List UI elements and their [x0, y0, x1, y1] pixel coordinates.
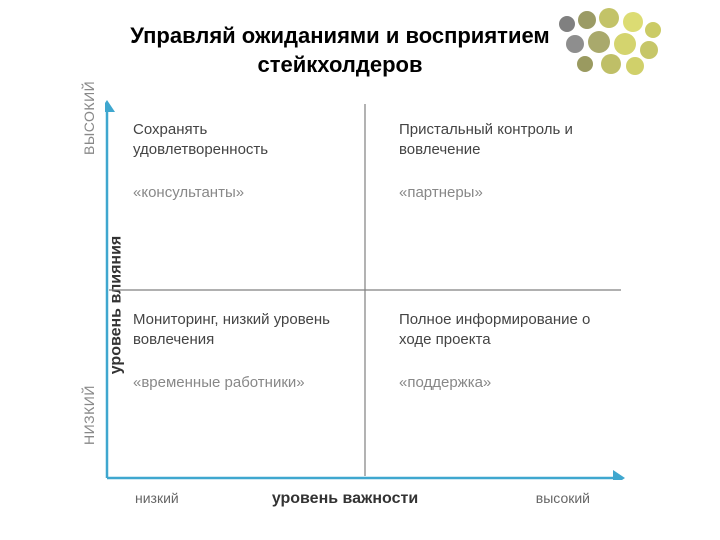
quadrant-role: «партнеры»	[399, 183, 601, 203]
x-axis-high-label: высокий	[536, 490, 590, 506]
quadrant-bottom-right: Полное информирование о ходе проекта «по…	[385, 300, 615, 470]
decoration-dots	[555, 6, 665, 76]
x-axis-title: уровень важности	[272, 490, 418, 508]
y-axis-low-label: НИЗКИЙ	[81, 385, 97, 445]
quadrant-desc: Полное информирование о ходе проекта	[399, 310, 601, 351]
quadrant-top-left: Сохранять удовлетворенность «консультант…	[119, 110, 359, 290]
y-axis-high-label: ВЫСОКИЙ	[81, 81, 97, 155]
quadrant-role: «временные работники»	[133, 373, 345, 393]
quadrant-desc: Пристальный контроль и вовлечение	[399, 120, 601, 161]
quadrant-role: «консультанты»	[133, 183, 345, 203]
quadrant-bottom-left: Мониторинг, низкий уровень вовлечения «в…	[119, 300, 359, 470]
x-axis-low-label: низкий	[135, 490, 179, 506]
quadrant-role: «поддержка»	[399, 373, 601, 393]
quadrant-desc: Сохранять удовлетворенность	[133, 120, 345, 161]
stakeholder-matrix: уровень влияния ВЫСОКИЙ НИЗКИЙ уровень в…	[45, 100, 645, 510]
quadrant-top-right: Пристальный контроль и вовлечение «партн…	[385, 110, 615, 290]
quadrant-grid: Сохранять удовлетворенность «консультант…	[105, 100, 625, 480]
page-title: Управляй ожиданиями и восприятием стейкх…	[100, 22, 580, 79]
quadrant-desc: Мониторинг, низкий уровень вовлечения	[133, 310, 345, 351]
